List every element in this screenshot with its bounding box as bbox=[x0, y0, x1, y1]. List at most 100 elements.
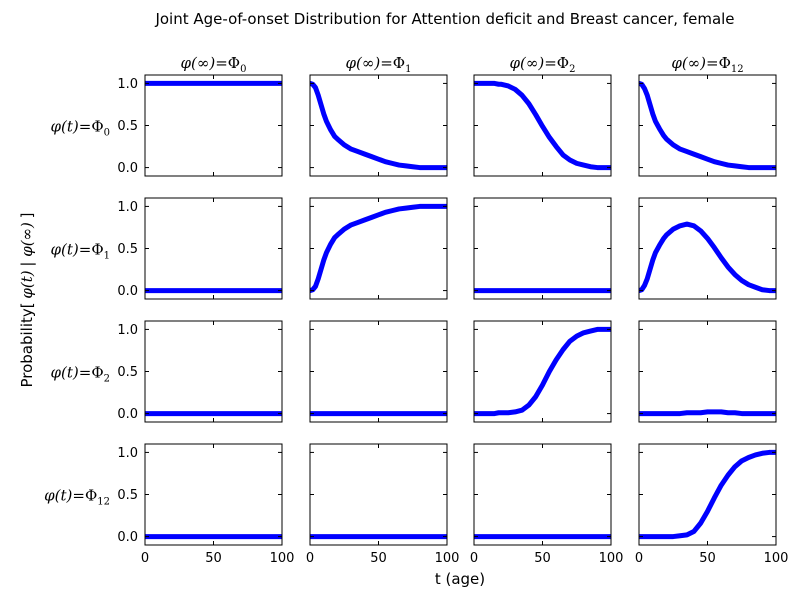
panel-frame bbox=[473, 443, 612, 546]
x-tick-label: 50 bbox=[205, 551, 222, 566]
column-label-base: Φ bbox=[719, 54, 731, 72]
row-label-lhs: φ(t) bbox=[50, 118, 78, 136]
row-label-base: Φ bbox=[91, 118, 103, 136]
panel-r0-c3: φ(∞)=Φ12 bbox=[638, 54, 777, 177]
row-label-eq: = bbox=[72, 487, 85, 505]
y-tick-label: 0.0 bbox=[117, 407, 138, 422]
panel-r1-c3 bbox=[638, 197, 777, 300]
panel-r1-c2 bbox=[473, 197, 612, 300]
y-tick-label: 0.5 bbox=[117, 119, 138, 134]
y-axis-label-bar: | bbox=[18, 257, 36, 267]
panel-frame bbox=[144, 320, 283, 423]
series-line bbox=[310, 80, 447, 171]
panel-frame bbox=[309, 320, 448, 423]
row-label-lhs: φ(t) bbox=[50, 364, 78, 382]
panel-frame bbox=[473, 320, 612, 423]
column-label-sub: 12 bbox=[731, 64, 744, 75]
row-label-sub: 0 bbox=[104, 128, 110, 139]
y-tick-label: 0.0 bbox=[117, 161, 138, 176]
row-label-base: Φ bbox=[91, 241, 103, 259]
panel-r1-c1 bbox=[309, 197, 448, 300]
row-label: φ(t)=Φ12 bbox=[44, 487, 110, 508]
series-line bbox=[639, 409, 776, 417]
column-label-eq: = bbox=[380, 54, 393, 72]
column-label-sub: 0 bbox=[240, 64, 246, 75]
column-label: φ(∞)=Φ1 bbox=[346, 54, 412, 75]
column-label-base: Φ bbox=[228, 54, 240, 72]
panel-frame bbox=[144, 74, 283, 177]
row-label-eq: = bbox=[79, 118, 92, 136]
panel-r2-c1 bbox=[309, 320, 448, 423]
x-tick-label: 50 bbox=[370, 551, 387, 566]
series-line bbox=[474, 80, 611, 171]
x-tick-label: 50 bbox=[699, 551, 716, 566]
x-axis-label: t (age) bbox=[435, 570, 485, 588]
panel-r0-c0: 0.00.51.0φ(∞)=Φ0φ(t)=Φ0 bbox=[50, 54, 283, 177]
panel-frame bbox=[638, 443, 777, 546]
panel-frame bbox=[638, 320, 777, 423]
y-tick-label: 0.5 bbox=[117, 488, 138, 503]
column-label: φ(∞)=Φ2 bbox=[510, 54, 576, 75]
x-tick-label: 50 bbox=[534, 551, 551, 566]
row-label: φ(t)=Φ0 bbox=[50, 118, 110, 139]
column-label-lhs: φ(∞) bbox=[510, 54, 545, 72]
column-label: φ(∞)=Φ0 bbox=[181, 54, 247, 75]
panel-r0-c1: φ(∞)=Φ1 bbox=[309, 54, 448, 177]
series-line bbox=[310, 203, 447, 294]
chart-title: Joint Age-of-onset Distribution for Atte… bbox=[154, 10, 734, 28]
row-label: φ(t)=Φ2 bbox=[50, 364, 110, 385]
x-tick-label: 0 bbox=[470, 551, 478, 566]
series-line bbox=[474, 326, 611, 417]
row-label: φ(t)=Φ1 bbox=[50, 241, 110, 262]
y-tick-label: 1.0 bbox=[117, 200, 138, 215]
column-label-lhs: φ(∞) bbox=[181, 54, 216, 72]
row-label-eq: = bbox=[79, 364, 92, 382]
y-tick-label: 0.5 bbox=[117, 365, 138, 380]
column-label-sub: 2 bbox=[569, 64, 575, 75]
panel-frame bbox=[309, 443, 448, 546]
panel-r0-c2: φ(∞)=Φ2 bbox=[473, 54, 612, 177]
panel-r2-c2 bbox=[473, 320, 612, 423]
y-tick-label: 1.0 bbox=[117, 446, 138, 461]
x-tick-label: 100 bbox=[599, 551, 624, 566]
panel-r2-c3 bbox=[638, 320, 777, 423]
column-label-eq: = bbox=[544, 54, 557, 72]
svg-text:Probability[ φ(t): Probability[ φ(t) | φ(∞) ] bbox=[18, 212, 36, 387]
y-tick-label: 0.0 bbox=[117, 284, 138, 299]
y-axis-label: Probability[ φ(t) | φ(∞) ] bbox=[18, 212, 36, 387]
y-tick-label: 1.0 bbox=[117, 77, 138, 92]
row-label-eq: = bbox=[79, 241, 92, 259]
series-line bbox=[639, 449, 776, 540]
x-tick-label: 100 bbox=[764, 551, 789, 566]
panel-r3-c1: 0 50 100 bbox=[306, 443, 460, 566]
y-axis-label-suffix: ] bbox=[18, 212, 36, 218]
y-tick-label: 0.5 bbox=[117, 242, 138, 257]
row-label-base: Φ bbox=[85, 487, 97, 505]
column-label-sub: 1 bbox=[405, 64, 411, 75]
series-line bbox=[639, 80, 776, 171]
panel-frame bbox=[473, 197, 612, 300]
column-label-lhs: φ(∞) bbox=[671, 54, 706, 72]
panel-r2-c0: 0.0 0.5 1.0 φ(t)=Φ2 bbox=[50, 320, 283, 423]
x-tick-label: 0 bbox=[141, 551, 149, 566]
column-label: φ(∞)=Φ12 bbox=[671, 54, 743, 75]
x-tick-label: 0 bbox=[306, 551, 314, 566]
row-label-base: Φ bbox=[91, 364, 103, 382]
row-label-lhs: φ(t) bbox=[50, 241, 78, 259]
x-tick-label: 100 bbox=[270, 551, 295, 566]
column-label-eq: = bbox=[215, 54, 228, 72]
panel-frame bbox=[144, 443, 283, 546]
column-label-eq: = bbox=[706, 54, 719, 72]
column-label-base: Φ bbox=[393, 54, 405, 72]
panel-r3-c3: 0 50 100 bbox=[635, 443, 789, 566]
row-label-sub: 1 bbox=[104, 251, 110, 262]
y-tick-label: 0.0 bbox=[117, 530, 138, 545]
y-tick-label: 1.0 bbox=[117, 323, 138, 338]
x-tick-label: 100 bbox=[435, 551, 460, 566]
panel-r3-c0: 0.0 0.5 1.0 0 50 100 φ(t)=Φ12 bbox=[44, 443, 295, 566]
row-label-lhs: φ(t) bbox=[44, 487, 72, 505]
row-label-sub: 12 bbox=[97, 497, 110, 508]
panel-r3-c2: 0 50 100 bbox=[470, 443, 624, 566]
y-axis-label-phi-inf: φ(∞) bbox=[18, 222, 36, 257]
